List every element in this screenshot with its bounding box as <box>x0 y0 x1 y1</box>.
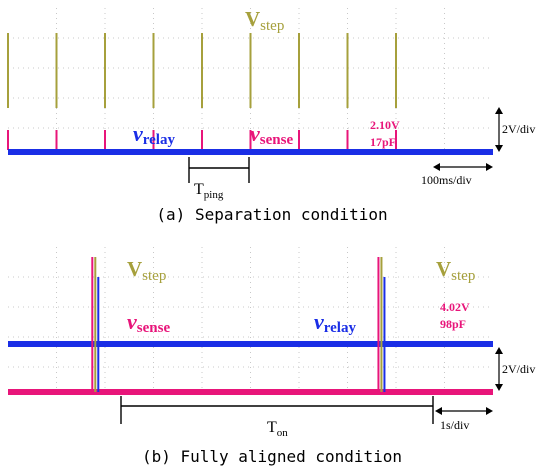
panel-a-time-div-arrow <box>433 163 493 171</box>
step-pulse <box>94 257 97 392</box>
panel-b-time-div-label: 1s/div <box>440 418 469 432</box>
panel-b-grid <box>8 247 493 397</box>
panel-a: Vstep vrelay vsense 2.10V 17pF 2V/div 10… <box>7 7 535 224</box>
relay-pulse <box>383 277 386 392</box>
panel-b-vstep-label-2: Vstep <box>436 257 475 284</box>
panel-a-vrelay-label: vrelay <box>133 121 175 148</box>
panel-b-relay-trace <box>8 341 493 347</box>
panel-b-vsense-label: vsense <box>127 309 170 336</box>
panel-b-vstep-label-1: Vstep <box>127 257 166 284</box>
step-pulse <box>380 257 383 392</box>
panel-a-tping-label: Tping <box>194 181 224 201</box>
panel-a-readout-capacitance: 17pF <box>370 135 396 149</box>
sense-pulse <box>91 257 94 392</box>
panel-a-readout-voltage: 2.10V <box>370 118 400 132</box>
relay-pulse <box>97 277 100 392</box>
sense-pulse <box>377 257 380 392</box>
panel-b-time-div-arrow <box>435 407 493 415</box>
panel-b-volts-div-arrow <box>495 347 503 391</box>
panel-a-step-pulses <box>7 33 397 108</box>
panel-a-tping-bracket <box>188 157 250 183</box>
panel-a-relay-trace <box>8 149 493 155</box>
panel-a-sense-spikes <box>7 130 397 150</box>
panel-b: Vstep Vstep vsense vrelay 4.02V 98pF 2V/… <box>8 247 535 466</box>
panel-b-step-pulses <box>91 257 386 392</box>
panel-b-readout-voltage: 4.02V <box>440 300 470 314</box>
panel-b-ton-bracket <box>120 396 434 424</box>
panel-b-ton-label: Ton <box>267 419 288 439</box>
panel-a-volts-div-arrow <box>495 107 503 152</box>
panel-a-volts-div-label: 2V/div <box>502 122 535 136</box>
panel-b-sense-trace <box>8 389 493 395</box>
panel-a-caption: (a) Separation condition <box>156 205 387 224</box>
panel-b-caption: (b) Fully aligned condition <box>142 447 402 466</box>
panel-a-vstep-label: Vstep <box>245 7 284 34</box>
panel-b-volts-div-label: 2V/div <box>502 362 535 376</box>
panel-a-vsense-label: vsense <box>250 121 293 148</box>
panel-b-readout-capacitance: 98pF <box>440 317 466 331</box>
panel-b-vrelay-label: vrelay <box>314 309 356 336</box>
panel-a-time-div-label: 100ms/div <box>421 173 472 187</box>
